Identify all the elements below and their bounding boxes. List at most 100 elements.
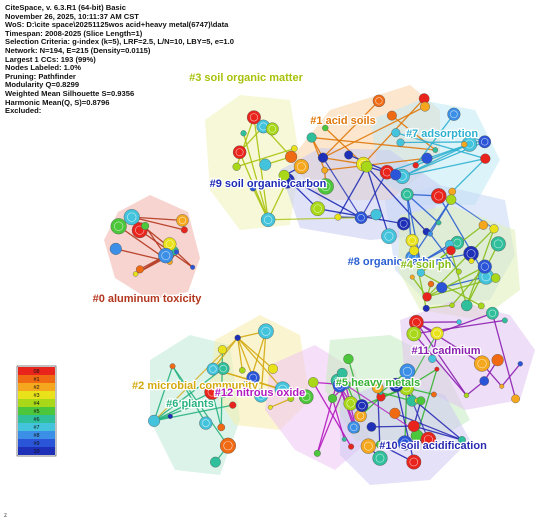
- node-c0[interactable]: [173, 249, 180, 255]
- node-c2[interactable]: [298, 389, 314, 405]
- node-c9[interactable]: [390, 169, 402, 181]
- node-c9[interactable]: [396, 217, 411, 231]
- cluster-label-c9[interactable]: #9 soil organic carbon: [208, 177, 327, 191]
- node-c1[interactable]: [432, 147, 439, 153]
- node-c11[interactable]: [473, 355, 491, 372]
- node-c3[interactable]: [240, 130, 247, 137]
- node-c7[interactable]: [447, 107, 461, 121]
- node-c0[interactable]: [132, 271, 139, 277]
- node-c1[interactable]: [420, 101, 430, 112]
- node-c8[interactable]: [436, 282, 448, 294]
- node-c2[interactable]: [287, 395, 295, 402]
- node-c6[interactable]: [199, 416, 213, 430]
- cluster-label-c7[interactable]: #7 adsorption: [405, 127, 480, 141]
- node-c3[interactable]: [232, 145, 247, 159]
- node-c0[interactable]: [158, 247, 174, 264]
- node-c4[interactable]: [446, 245, 456, 256]
- cluster-label-c10[interactable]: #10 soil acidification: [378, 439, 488, 453]
- node-c8[interactable]: [418, 260, 423, 266]
- node-c7[interactable]: [461, 141, 468, 148]
- node-c7[interactable]: [462, 132, 469, 138]
- node-c10[interactable]: [420, 431, 437, 448]
- node-c3[interactable]: [285, 150, 298, 163]
- node-c2[interactable]: [239, 367, 246, 374]
- node-c3[interactable]: [249, 184, 257, 192]
- node-c12[interactable]: [307, 377, 319, 388]
- node-c3[interactable]: [260, 212, 276, 228]
- node-c2[interactable]: [258, 323, 274, 340]
- node-c4[interactable]: [409, 245, 420, 256]
- node-c12[interactable]: [348, 382, 353, 388]
- node-c10[interactable]: [406, 454, 422, 470]
- node-c1[interactable]: [372, 94, 386, 108]
- node-c6[interactable]: [229, 401, 237, 409]
- node-c11[interactable]: [486, 306, 499, 320]
- node-c4[interactable]: [489, 224, 499, 234]
- node-c11[interactable]: [406, 326, 422, 342]
- node-c5[interactable]: [343, 353, 354, 365]
- node-c4[interactable]: [461, 299, 473, 312]
- node-c4[interactable]: [449, 302, 455, 308]
- node-c8[interactable]: [430, 188, 447, 204]
- node-c6[interactable]: [204, 384, 221, 400]
- node-c2[interactable]: [206, 362, 220, 376]
- node-c5[interactable]: [397, 435, 413, 451]
- node-c11[interactable]: [479, 376, 490, 386]
- node-c5[interactable]: [399, 363, 416, 380]
- node-c3[interactable]: [232, 162, 241, 171]
- node-c12[interactable]: [348, 443, 355, 450]
- node-c6[interactable]: [169, 363, 176, 370]
- node-c7[interactable]: [391, 128, 401, 138]
- node-c10[interactable]: [371, 381, 384, 394]
- node-c8[interactable]: [445, 194, 457, 205]
- node-c11[interactable]: [517, 361, 523, 367]
- node-c4[interactable]: [416, 268, 425, 277]
- node-c10[interactable]: [389, 377, 404, 393]
- node-c9[interactable]: [354, 211, 368, 225]
- node-c2[interactable]: [254, 388, 269, 403]
- cluster-label-c3[interactable]: #3 soil organic matter: [188, 71, 305, 85]
- node-c8[interactable]: [427, 231, 433, 237]
- node-c8[interactable]: [400, 187, 414, 201]
- node-c8[interactable]: [455, 268, 462, 275]
- node-c0[interactable]: [180, 226, 188, 234]
- node-c12[interactable]: [341, 436, 347, 442]
- node-c6[interactable]: [217, 345, 227, 355]
- node-c2[interactable]: [267, 363, 278, 374]
- node-c0[interactable]: [109, 242, 122, 255]
- node-c5[interactable]: [336, 367, 348, 379]
- node-c11[interactable]: [499, 383, 505, 389]
- cluster-label-c8[interactable]: #8 organic carbon: [346, 255, 443, 269]
- node-c9[interactable]: [293, 159, 309, 175]
- node-c10[interactable]: [389, 407, 401, 419]
- cluster-label-c12[interactable]: #12 nitrous oxide: [214, 386, 307, 400]
- node-c2[interactable]: [246, 370, 260, 385]
- node-c3[interactable]: [265, 122, 279, 136]
- node-c7[interactable]: [412, 162, 419, 169]
- node-c9[interactable]: [370, 208, 382, 221]
- node-c1[interactable]: [322, 124, 329, 132]
- node-c4[interactable]: [422, 292, 432, 302]
- node-c0[interactable]: [190, 264, 196, 270]
- node-c0[interactable]: [176, 214, 189, 227]
- node-c11[interactable]: [463, 392, 470, 398]
- node-c12[interactable]: [332, 378, 347, 393]
- node-c11[interactable]: [491, 354, 504, 367]
- node-c10[interactable]: [458, 436, 466, 444]
- node-c7[interactable]: [478, 135, 492, 149]
- node-c12[interactable]: [347, 421, 361, 434]
- cluster-label-c4[interactable]: #4 soil ph: [399, 258, 452, 272]
- node-c9[interactable]: [310, 201, 326, 217]
- cluster-label-c6[interactable]: #6 plants: [165, 397, 215, 411]
- node-c6[interactable]: [217, 423, 226, 432]
- node-c8[interactable]: [468, 258, 475, 264]
- node-c4[interactable]: [427, 280, 435, 288]
- node-c9[interactable]: [381, 228, 397, 244]
- node-c2[interactable]: [234, 334, 241, 341]
- node-c0[interactable]: [141, 221, 150, 230]
- node-c12[interactable]: [343, 396, 358, 411]
- node-c3[interactable]: [259, 158, 272, 171]
- node-c0[interactable]: [110, 218, 127, 235]
- node-c7[interactable]: [480, 153, 491, 164]
- node-c7[interactable]: [396, 138, 405, 147]
